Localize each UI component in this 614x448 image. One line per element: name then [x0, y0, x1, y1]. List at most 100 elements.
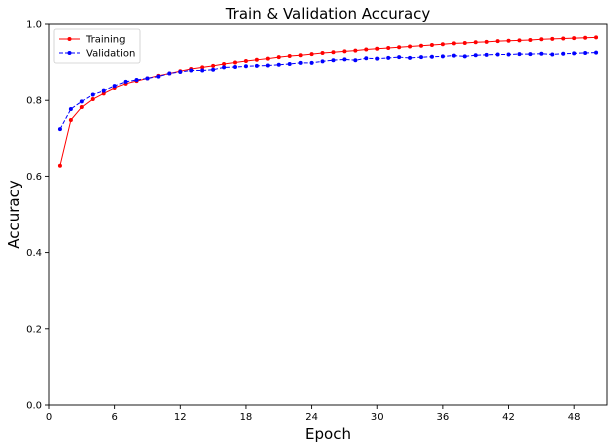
training-point [550, 36, 555, 41]
validation-point [156, 74, 161, 79]
validation-point [167, 71, 172, 76]
training-point [572, 36, 577, 41]
x-tick-label: 6 [111, 412, 117, 423]
training-point [561, 36, 566, 41]
y-tick-label: 0.0 [26, 401, 42, 412]
series-layer [57, 35, 599, 168]
validation-point [561, 51, 566, 56]
training-point [506, 38, 511, 43]
legend-training-marker [67, 37, 72, 41]
validation-point [353, 58, 358, 63]
y-tick-label: 0.4 [26, 248, 42, 259]
validation-point [572, 51, 577, 56]
validation-point [287, 62, 292, 66]
validation-point [233, 65, 237, 70]
training-point [222, 62, 227, 66]
validation-point [265, 63, 270, 68]
plot-area [48, 23, 608, 406]
x-tick-label: 48 [568, 412, 581, 423]
validation-point [364, 56, 369, 61]
validation-point [276, 62, 281, 67]
validation-point [397, 55, 402, 60]
training-point [331, 50, 336, 55]
x-tick-label: 42 [502, 412, 515, 423]
y-tick-label: 0.8 [26, 96, 42, 107]
training-point [200, 65, 205, 70]
x-axis-label: Epoch [305, 425, 351, 443]
validation-point [528, 52, 533, 57]
validation-point [134, 78, 139, 83]
training-point [419, 43, 423, 48]
validation-point [145, 76, 150, 81]
x-tick-label: 36 [437, 412, 450, 423]
training-point [364, 47, 369, 52]
training-point [528, 38, 533, 42]
validation-point [189, 68, 194, 73]
validation-point [517, 52, 522, 57]
validation-point [79, 99, 84, 104]
validation-point [309, 60, 314, 65]
validation-point [375, 56, 380, 61]
legend-box [53, 28, 141, 64]
chart-title: Train & Validation Accuracy [225, 5, 431, 23]
validation-point [506, 52, 511, 57]
validation-point [101, 88, 106, 93]
validation-point [451, 53, 456, 58]
training-point [211, 63, 216, 68]
x-tick-label: 12 [174, 412, 187, 423]
validation-point [473, 53, 478, 58]
x-tick-label: 0 [46, 412, 52, 423]
validation-point [583, 50, 588, 55]
validation-point [495, 52, 500, 57]
validation-point [429, 54, 434, 59]
training-point [353, 48, 358, 53]
training-point [298, 53, 303, 58]
x-axis-ticks: 0 6 12 18 24 30 36 42 48 [46, 405, 581, 423]
training-point [265, 56, 270, 61]
validation-point [331, 58, 336, 63]
training-point [440, 42, 445, 47]
validation-point [342, 57, 347, 62]
training-point [539, 37, 544, 42]
validation-point [440, 54, 445, 59]
training-point [233, 60, 237, 65]
legend-validation-marker [67, 51, 72, 55]
validation-point [254, 63, 259, 68]
training-point [375, 46, 380, 51]
validation-point [68, 106, 73, 111]
training-point [462, 41, 467, 46]
training-point [254, 57, 259, 62]
validation-point [539, 51, 544, 56]
legend-validation-label: Validation [86, 49, 135, 60]
training-point [594, 35, 599, 40]
validation-point [57, 127, 62, 132]
training-point [495, 39, 500, 44]
validation-point [200, 68, 205, 73]
training-point [473, 40, 478, 45]
y-tick-label: 0.2 [26, 324, 42, 335]
y-axis-label: Accuracy [5, 180, 23, 249]
training-point [429, 42, 434, 47]
validation-point [462, 54, 467, 59]
validation-point [222, 65, 227, 70]
training-point [408, 44, 413, 49]
x-tick-label: 24 [305, 412, 318, 423]
validation-point [419, 55, 423, 60]
training-point [276, 55, 281, 60]
training-point [451, 41, 456, 46]
validation-point [90, 92, 95, 97]
x-tick-label: 30 [371, 412, 384, 423]
validation-point [320, 59, 325, 64]
validation-point [178, 70, 183, 75]
axes-frame [48, 23, 608, 406]
training-point [583, 35, 588, 40]
training-point [287, 54, 292, 58]
validation-point [594, 50, 599, 55]
training-point [68, 118, 73, 123]
y-tick-label: 1.0 [26, 20, 42, 31]
x-tick-label: 18 [240, 412, 253, 423]
validation-point [123, 79, 128, 84]
training-point [386, 46, 391, 50]
legend-training-label: Training [85, 35, 125, 46]
